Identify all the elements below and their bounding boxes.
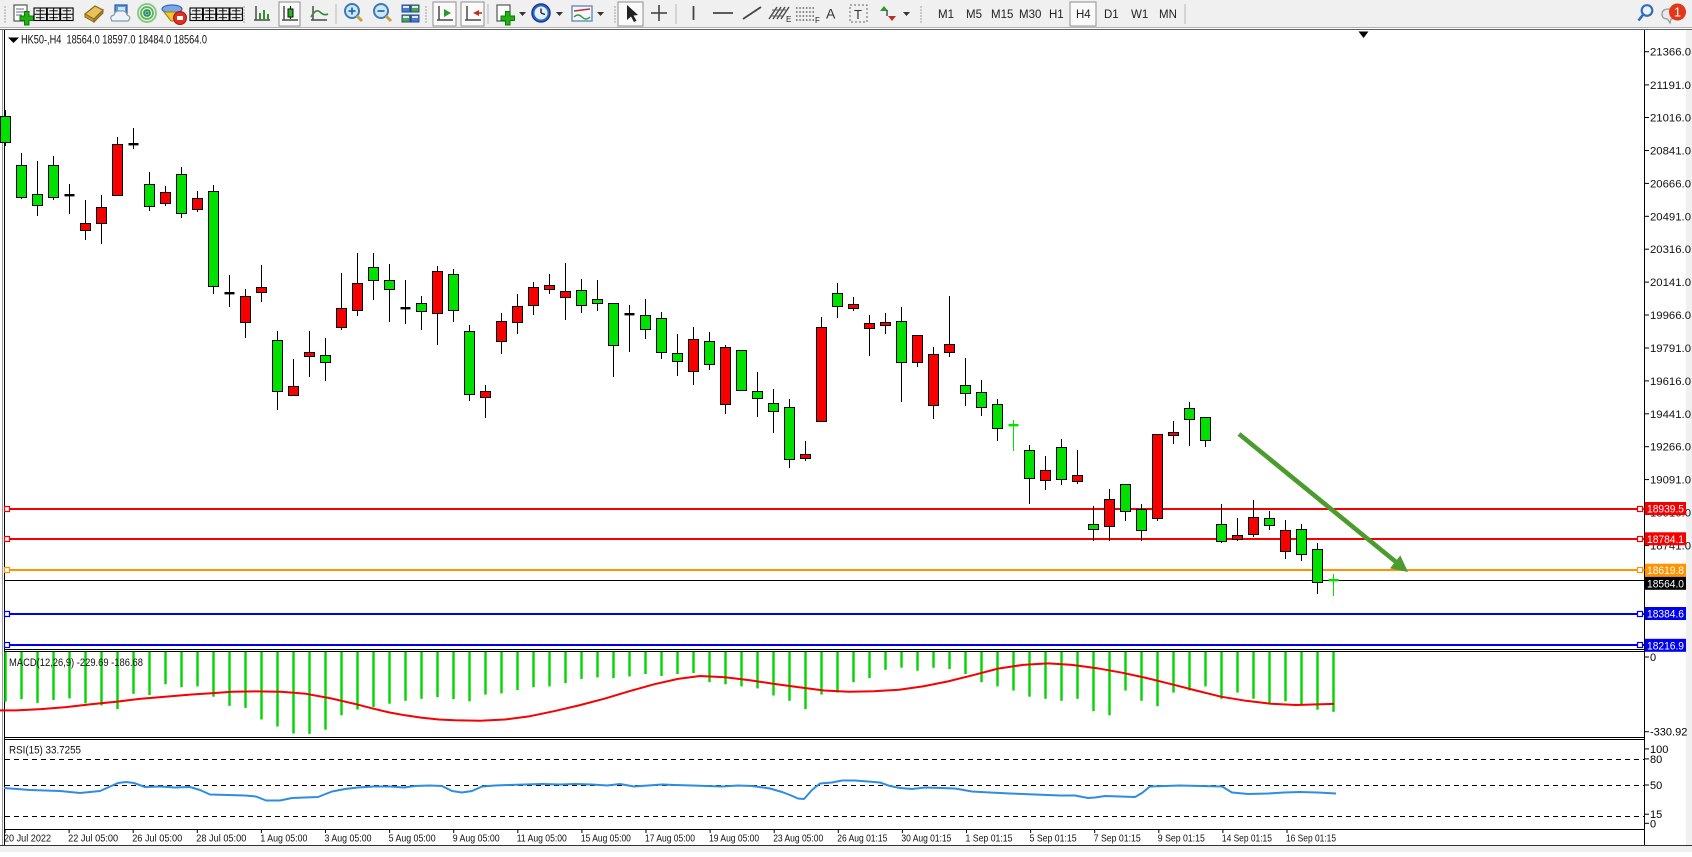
svg-text:26 Aug 01:15: 26 Aug 01:15 (837, 833, 887, 845)
svg-text:21191.0: 21191.0 (1650, 80, 1691, 92)
svg-text:1: 1 (1674, 6, 1681, 20)
svg-text:15 Aug 05:00: 15 Aug 05:00 (581, 833, 631, 845)
svg-text:20666.0: 20666.0 (1650, 178, 1691, 190)
svg-text:30 Aug 01:15: 30 Aug 01:15 (901, 833, 951, 845)
svg-text:21366.0: 21366.0 (1650, 47, 1691, 59)
svg-text:M1: M1 (938, 9, 954, 21)
svg-text:100: 100 (1650, 744, 1668, 756)
svg-text:5 Aug 05:00: 5 Aug 05:00 (389, 833, 436, 845)
svg-text:H1: H1 (1049, 9, 1064, 21)
svg-text:23 Aug 05:00: 23 Aug 05:00 (773, 833, 823, 845)
svg-text:3 Aug 05:00: 3 Aug 05:00 (325, 833, 372, 845)
svg-text:5 Sep 01:15: 5 Sep 01:15 (1030, 833, 1077, 845)
svg-text:9 Aug 05:00: 9 Aug 05:00 (453, 833, 500, 845)
svg-text:D1: D1 (1104, 9, 1119, 21)
svg-text:T: T (854, 7, 862, 22)
svg-text:19441.0: 19441.0 (1650, 409, 1691, 421)
svg-text:0: 0 (1650, 652, 1656, 664)
svg-text:19791.0: 19791.0 (1650, 343, 1691, 355)
svg-text:7 Sep 01:15: 7 Sep 01:15 (1094, 833, 1141, 845)
svg-text:26 Jul 05:00: 26 Jul 05:00 (132, 833, 182, 845)
svg-text:11 Aug 05:00: 11 Aug 05:00 (517, 833, 567, 845)
svg-text:20491.0: 20491.0 (1650, 211, 1691, 223)
svg-text:18564.0: 18564.0 (1647, 578, 1684, 590)
svg-text:17 Aug 05:00: 17 Aug 05:00 (645, 833, 695, 845)
svg-text:14 Sep 01:15: 14 Sep 01:15 (1222, 833, 1272, 845)
svg-text:20 Jul 2022: 20 Jul 2022 (4, 833, 51, 845)
svg-text:80: 80 (1650, 754, 1662, 766)
svg-text:19616.0: 19616.0 (1650, 376, 1691, 388)
svg-text:18384.6: 18384.6 (1647, 609, 1684, 621)
svg-text:M15: M15 (991, 9, 1013, 21)
svg-text:-330.92: -330.92 (1650, 727, 1687, 739)
svg-text:1 Aug 05:00: 1 Aug 05:00 (260, 833, 307, 845)
svg-text:20316.0: 20316.0 (1650, 244, 1691, 256)
svg-text:0: 0 (1650, 818, 1656, 830)
svg-text:22 Jul 05:00: 22 Jul 05:00 (68, 833, 118, 845)
svg-text:19091.0: 19091.0 (1650, 475, 1691, 487)
svg-text:15: 15 (1650, 809, 1662, 821)
svg-text:19 Aug 05:00: 19 Aug 05:00 (709, 833, 759, 845)
svg-text:1 Sep 01:15: 1 Sep 01:15 (966, 833, 1013, 845)
svg-text:21016.0: 21016.0 (1650, 113, 1691, 125)
svg-text:18216.9: 18216.9 (1647, 640, 1684, 652)
svg-text:50: 50 (1650, 780, 1662, 792)
svg-text:A: A (826, 6, 836, 22)
svg-text:19966.0: 19966.0 (1650, 310, 1691, 322)
svg-text:16 Sep 01:15: 16 Sep 01:15 (1286, 833, 1336, 845)
svg-text:M5: M5 (966, 9, 982, 21)
svg-text:20841.0: 20841.0 (1650, 146, 1691, 158)
svg-text:H4: H4 (1076, 9, 1091, 21)
svg-text:18619.8: 18619.8 (1647, 565, 1684, 577)
svg-text:E: E (786, 15, 791, 24)
svg-text:RSI(15) 33.7255: RSI(15) 33.7255 (9, 745, 81, 757)
svg-text:HK50-,H4 18564.0 18597.0 1848: HK50-,H4 18564.0 18597.0 18484.0 18564.0 (21, 35, 207, 47)
svg-text:20141.0: 20141.0 (1650, 277, 1691, 289)
svg-text:MN: MN (1159, 9, 1177, 21)
svg-text:M30: M30 (1019, 9, 1041, 21)
svg-text:F: F (815, 16, 820, 25)
svg-text:18784.1: 18784.1 (1647, 534, 1684, 546)
svg-text:19266.0: 19266.0 (1650, 442, 1691, 454)
svg-text:28 Jul 05:00: 28 Jul 05:00 (196, 833, 246, 845)
svg-text:18939.5: 18939.5 (1647, 504, 1684, 516)
svg-text:MACD(12,26,9) -229.69 -186.68: MACD(12,26,9) -229.69 -186.68 (9, 657, 143, 669)
svg-text:9 Sep 01:15: 9 Sep 01:15 (1158, 833, 1205, 845)
svg-text:W1: W1 (1131, 9, 1148, 21)
